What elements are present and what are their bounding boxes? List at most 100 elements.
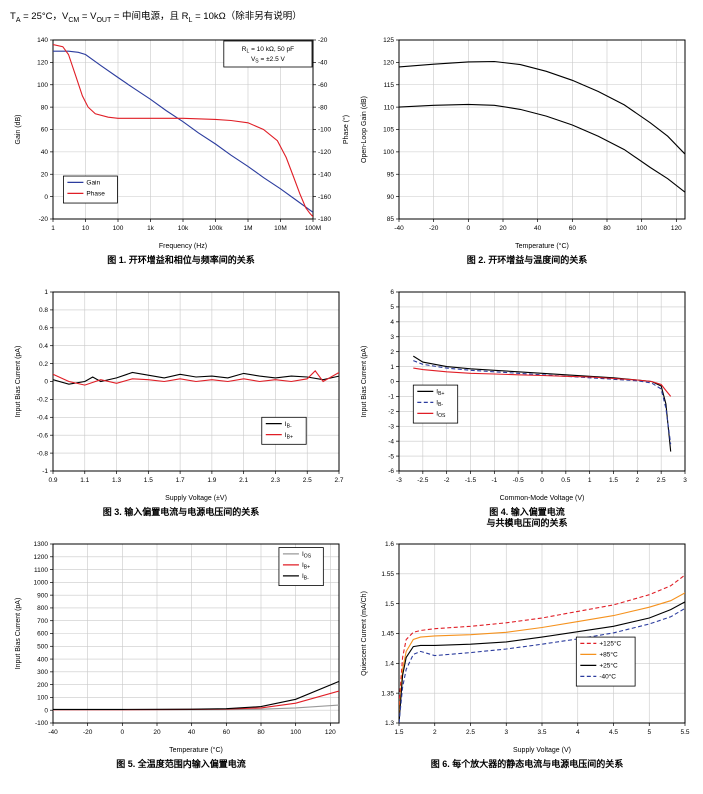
test-conditions-text: TA = 25°C，VCM = VOUT = 中间电源，且 RL = 10kΩ（… [10,11,302,24]
svg-text:60: 60 [569,225,577,232]
svg-text:-0.5: -0.5 [513,477,525,484]
svg-text:-4: -4 [388,438,394,445]
svg-text:1: 1 [588,477,592,484]
gain-phase-vs-frequency-chart: 1 10 100 1k 10k 100k 1M 10M 100M -20 0 20 40 60 80 100 1… [15,37,350,250]
svg-text:5: 5 [390,304,394,311]
svg-text:-80: -80 [318,104,328,111]
svg-text:400: 400 [37,656,48,663]
svg-text:3.5: 3.5 [537,729,546,736]
svg-text:2.5: 2.5 [303,477,312,484]
quiescent-current-vs-supply-voltage-chart: 1.5 2 2.5 3 3.5 4 4.5 5 5.5 1.3 1.35 1.4 1.45 1.5 1.55… [361,541,690,754]
svg-text:-3: -3 [388,423,394,430]
svg-text:1.9: 1.9 [207,477,216,484]
svg-text:0.8: 0.8 [39,307,48,314]
svg-text:-2.5: -2.5 [417,477,429,484]
figure-panel-1: 1 10 100 1k 10k 100k 1M 10M 100M -20 0 20 40 60 80 100 1… [8,32,354,284]
svg-text:Temperature (°C): Temperature (°C) [515,242,569,250]
svg-text:5.5: 5.5 [680,729,689,736]
svg-text:1.55: 1.55 [381,571,394,578]
svg-text:Input Bias Current (pA): Input Bias Current (pA) [361,346,368,418]
svg-text:-20: -20 [39,216,49,223]
svg-text:1.5: 1.5 [394,729,403,736]
svg-text:Supply Voltage (±V): Supply Voltage (±V) [165,495,227,502]
svg-text:1.7: 1.7 [176,477,185,484]
svg-text:0: 0 [121,729,125,736]
svg-text:-6: -6 [388,468,394,475]
figure-4-caption: 图 4. 输入偏置电流 与共模电压间的关系 [486,506,568,529]
svg-text:-20: -20 [429,225,439,232]
svg-text:VS = ±2.5 V: VS = ±2.5 V [251,56,286,65]
svg-text:100k: 100k [208,225,223,232]
svg-text:Frequency (Hz): Frequency (Hz) [159,243,207,250]
svg-text:1200: 1200 [34,554,49,561]
svg-text:0.5: 0.5 [561,477,570,484]
svg-text:140: 140 [37,37,48,44]
svg-text:-0.6: -0.6 [37,432,49,439]
svg-text:2.1: 2.1 [239,477,248,484]
svg-text:-0.8: -0.8 [37,450,49,457]
svg-text:1.45: 1.45 [381,631,394,638]
svg-text:-1: -1 [388,394,394,401]
svg-text:-0.2: -0.2 [37,396,49,403]
svg-text:125: 125 [383,37,394,44]
svg-text:-20: -20 [83,729,93,736]
figure-1-caption: 图 1. 开环增益和相位与频率间的关系 [107,254,255,265]
svg-text:0: 0 [467,225,471,232]
svg-text:Gain: Gain [86,179,100,186]
svg-text:IB+: IB+ [436,388,444,397]
svg-text:-160: -160 [318,194,331,201]
figure-panel-3: 0.9 1.1 1.3 1.5 1.7 1.9 2.1 2.3 2.5 2.7 -1 -0.8 -0.6… [8,284,354,536]
svg-text:+25°C: +25°C [599,661,618,669]
svg-text:RL = 10 kΩ, 50 pF: RL = 10 kΩ, 50 pF [242,46,294,55]
svg-text:85: 85 [387,216,395,223]
svg-text:4: 4 [390,319,394,326]
svg-text:100: 100 [113,225,124,232]
svg-text:-20: -20 [318,37,328,44]
svg-text:IB+: IB+ [302,562,310,571]
svg-text:900: 900 [37,592,48,599]
svg-text:-40°C: -40°C [599,672,616,680]
svg-text:115: 115 [384,82,395,89]
svg-text:+85°C: +85°C [599,650,618,658]
svg-text:-1: -1 [491,477,497,484]
svg-text:1.1: 1.1 [80,477,89,484]
svg-text:60: 60 [223,729,231,736]
open-loop-gain-vs-temperature-chart: -40 -20 0 20 40 60 80 100 120 85 90 95 100 105 110 115 1… [361,37,686,250]
figures-grid: 1 10 100 1k 10k 100k 1M 10M 100M -20 0 20 40 60 80 100 1… [8,32,699,788]
svg-text:1M: 1M [243,225,252,232]
svg-text:40: 40 [188,729,196,736]
svg-text:95: 95 [387,171,395,178]
svg-text:700: 700 [37,618,48,625]
svg-text:-60: -60 [318,82,328,89]
figure-3-caption: 图 3. 输入偏置电流与电源电压间的关系 [102,506,260,517]
svg-text:800: 800 [37,605,48,612]
svg-text:80: 80 [603,225,611,232]
svg-text:-1.5: -1.5 [465,477,477,484]
svg-text:-40: -40 [394,225,404,232]
svg-text:200: 200 [37,682,48,689]
svg-text:2.5: 2.5 [466,729,475,736]
svg-text:-40: -40 [318,59,328,66]
svg-text:Common-Mode Voltage (V): Common-Mode Voltage (V) [500,495,585,502]
svg-text:IB-: IB- [436,399,443,408]
svg-text:Quiescent Current (mA/Ch): Quiescent Current (mA/Ch) [361,591,368,676]
svg-text:100: 100 [290,729,301,736]
svg-text:60: 60 [41,127,49,134]
svg-text:1000: 1000 [34,579,49,586]
figure-panel-5: -40 -20 0 20 40 60 80 100 120 -100 0 100 200 300 400 50… [8,536,354,788]
svg-text:Input Bias Current (pA): Input Bias Current (pA) [15,346,22,418]
svg-text:80: 80 [41,104,49,111]
svg-text:Phase: Phase [86,190,105,197]
svg-text:IB+: IB+ [285,432,293,441]
svg-text:10: 10 [82,225,90,232]
svg-text:1: 1 [390,364,394,371]
svg-text:2: 2 [433,729,437,736]
svg-text:6: 6 [390,289,394,296]
svg-text:20: 20 [153,729,161,736]
svg-text:Supply Voltage (V): Supply Voltage (V) [513,747,571,754]
figure-panel-2: -40 -20 0 20 40 60 80 100 120 85 90 95 100 105 110 115 1… [354,32,700,284]
svg-text:2.3: 2.3 [271,477,280,484]
svg-text:IOS: IOS [436,410,446,419]
svg-text:0.9: 0.9 [48,477,57,484]
svg-text:1100: 1100 [34,567,48,574]
